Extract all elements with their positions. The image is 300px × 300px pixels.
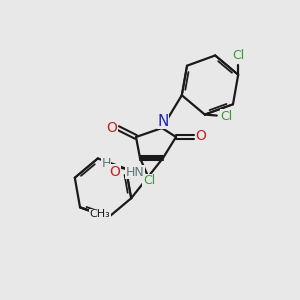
Text: O: O [196, 129, 206, 143]
Text: H: H [101, 157, 111, 170]
Text: CH₃: CH₃ [90, 209, 110, 219]
Text: O: O [106, 121, 117, 135]
Text: N: N [157, 113, 169, 128]
Text: Cl: Cl [221, 110, 233, 123]
Text: Cl: Cl [143, 175, 155, 188]
Text: O: O [110, 165, 120, 179]
Text: HN: HN [126, 166, 145, 178]
Text: Cl: Cl [232, 49, 244, 62]
